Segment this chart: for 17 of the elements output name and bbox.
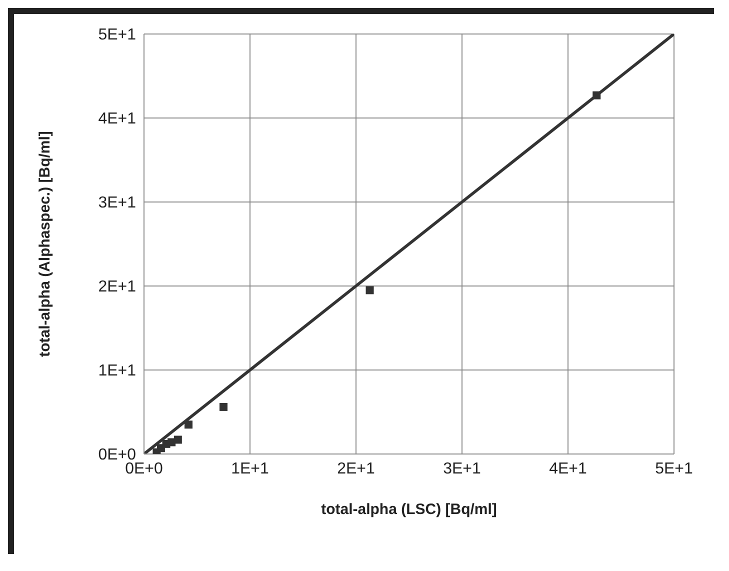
point [592, 91, 601, 100]
point [366, 286, 374, 294]
y-tick-label: 4E+1 [98, 110, 136, 128]
x-axis-title: total-alpha (LSC) [Bq/ml] [321, 501, 497, 518]
point [184, 420, 193, 429]
x-tick-label: 5E+1 [655, 460, 694, 478]
point [220, 402, 228, 411]
y-tick-label: 2E+1 [98, 278, 136, 296]
y-tick-label: 5E+1 [98, 26, 136, 44]
y-tick-label: 3E+1 [98, 194, 136, 212]
x-tick-label: 2E+1 [337, 460, 376, 478]
point [174, 436, 182, 444]
x-tick-label: 1E+1 [231, 460, 270, 478]
y-tick-label: 1E+1 [98, 362, 136, 380]
x-tick-label: 4E+1 [549, 460, 588, 478]
y-axis-title: total-alpha (Alphaspec.) [Bq/ml] [36, 131, 54, 357]
x-tick-label: 3E+1 [443, 460, 482, 478]
